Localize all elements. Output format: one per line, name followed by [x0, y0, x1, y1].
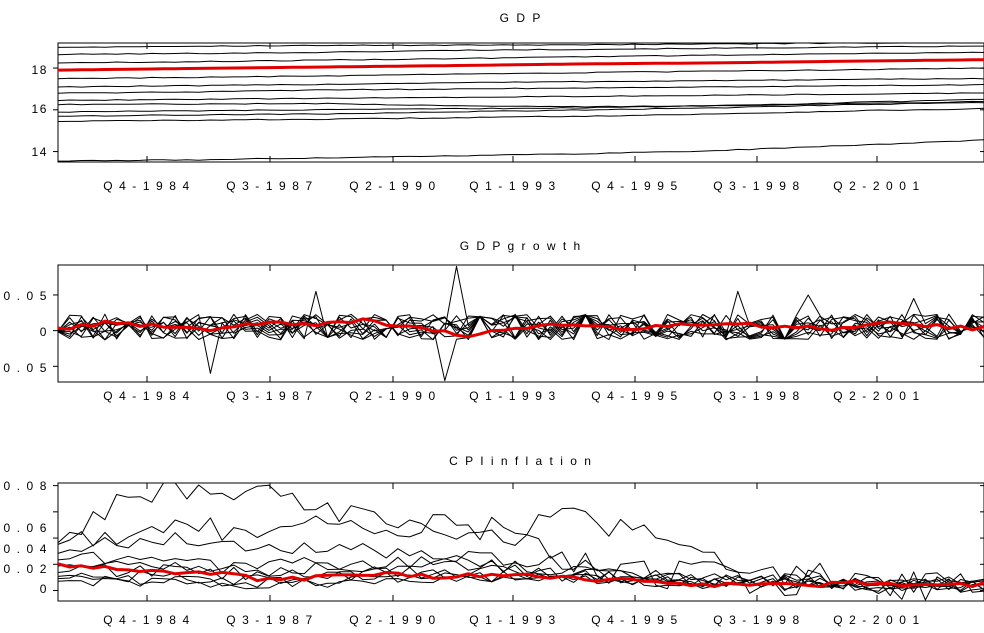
plot-frame: [57, 482, 984, 602]
series-group: [57, 482, 984, 601]
y-tick-label: 16: [31, 102, 48, 116]
series-line: [57, 51, 984, 64]
x-tick-label: Q 3 - 1 9 8 7: [226, 613, 314, 627]
y-tick-label: 0: [40, 325, 48, 339]
axis-ticks: [53, 483, 984, 601]
series-line: [58, 102, 984, 117]
series-line: [57, 572, 984, 591]
series-line: [57, 100, 984, 113]
x-tick-label: Q 3 - 1 9 9 8: [713, 389, 801, 403]
x-tick-label: Q 4 - 1 9 8 4: [103, 613, 191, 627]
series-line: [57, 107, 984, 122]
mean-series-line: [57, 58, 984, 72]
x-tick-label: Q 1 - 1 9 9 3: [469, 613, 557, 627]
y-tick-label: 0 . 0 4: [3, 542, 48, 556]
x-tick-label: Q 2 - 1 9 9 0: [349, 613, 437, 627]
x-tick-label: Q 1 - 1 9 9 3: [469, 179, 557, 193]
series-line: [57, 314, 984, 382]
y-tick-label: 18: [31, 63, 48, 77]
x-tick-label: Q 4 - 1 9 9 5: [591, 179, 679, 193]
x-tick-label: Q 2 - 1 9 9 0: [349, 179, 437, 193]
panel-cpi-inflation: C P I i n f l a t i o n 0 0 . 0 2 0 . 0 …: [3, 454, 984, 627]
x-tick-label: Q 4 - 1 9 9 5: [591, 613, 679, 627]
chart-title: C P I i n f l a t i o n: [449, 454, 593, 468]
x-tick-label: Q 4 - 1 9 9 5: [591, 389, 679, 403]
x-tick-label: Q 2 - 2 0 0 1: [833, 613, 921, 627]
mean-series-line: [57, 317, 984, 339]
series-group: [57, 265, 984, 382]
series-line: [57, 314, 984, 340]
y-tick-label: 0 . 0 6: [3, 521, 48, 535]
x-tick-label: Q 2 - 1 9 9 0: [349, 389, 437, 403]
series-line: [57, 42, 984, 48]
series-line: [57, 139, 984, 162]
series-line: [57, 507, 984, 597]
series-line: [57, 92, 984, 102]
x-tick-label: Q 2 - 2 0 0 1: [833, 179, 921, 193]
plot-frame: [57, 264, 984, 383]
axis-ticks: [53, 265, 984, 382]
y-tick-label: 0 . 0 8: [3, 479, 48, 493]
y-tick-label: 0 . 0 2: [3, 562, 48, 576]
y-tick-label: 14: [31, 145, 48, 159]
panel-gdp: G D P 14 16 18 Q 4 - 1 9 8 4 Q 3 - 1 9 8…: [31, 11, 984, 193]
y-tick-label: 0: [40, 582, 48, 596]
y-tick-label: - 0 . 0 5: [0, 361, 48, 375]
x-tick-label: Q 3 - 1 9 8 7: [226, 389, 314, 403]
x-tick-label: Q 1 - 1 9 9 3: [469, 389, 557, 403]
plot-frame: [57, 42, 984, 163]
x-tick-label: Q 2 - 2 0 0 1: [833, 389, 921, 403]
y-tick-label: 0 . 0 5: [3, 289, 48, 303]
chart-title: G D P: [500, 11, 543, 25]
series-line: [57, 290, 984, 341]
x-tick-label: Q 3 - 1 9 9 8: [713, 179, 801, 193]
x-tick-label: Q 3 - 1 9 8 7: [226, 179, 314, 193]
panel-gdp-growth: G D P g r o w t h - 0 . 0 5 0 0 . 0 5 Q …: [0, 239, 984, 403]
x-tick-label: Q 3 - 1 9 9 8: [713, 613, 801, 627]
series-group: [57, 42, 984, 162]
x-tick-label: Q 4 - 1 9 8 4: [103, 179, 191, 193]
series-line: [57, 77, 984, 88]
series-line: [57, 572, 984, 591]
series-line: [57, 45, 984, 56]
mean-series-line: [57, 562, 984, 589]
chart-title: G D P g r o w t h: [460, 239, 582, 253]
x-tick-label: Q 4 - 1 9 8 4: [103, 389, 191, 403]
series-line: [57, 84, 984, 94]
series-line: [57, 67, 984, 80]
